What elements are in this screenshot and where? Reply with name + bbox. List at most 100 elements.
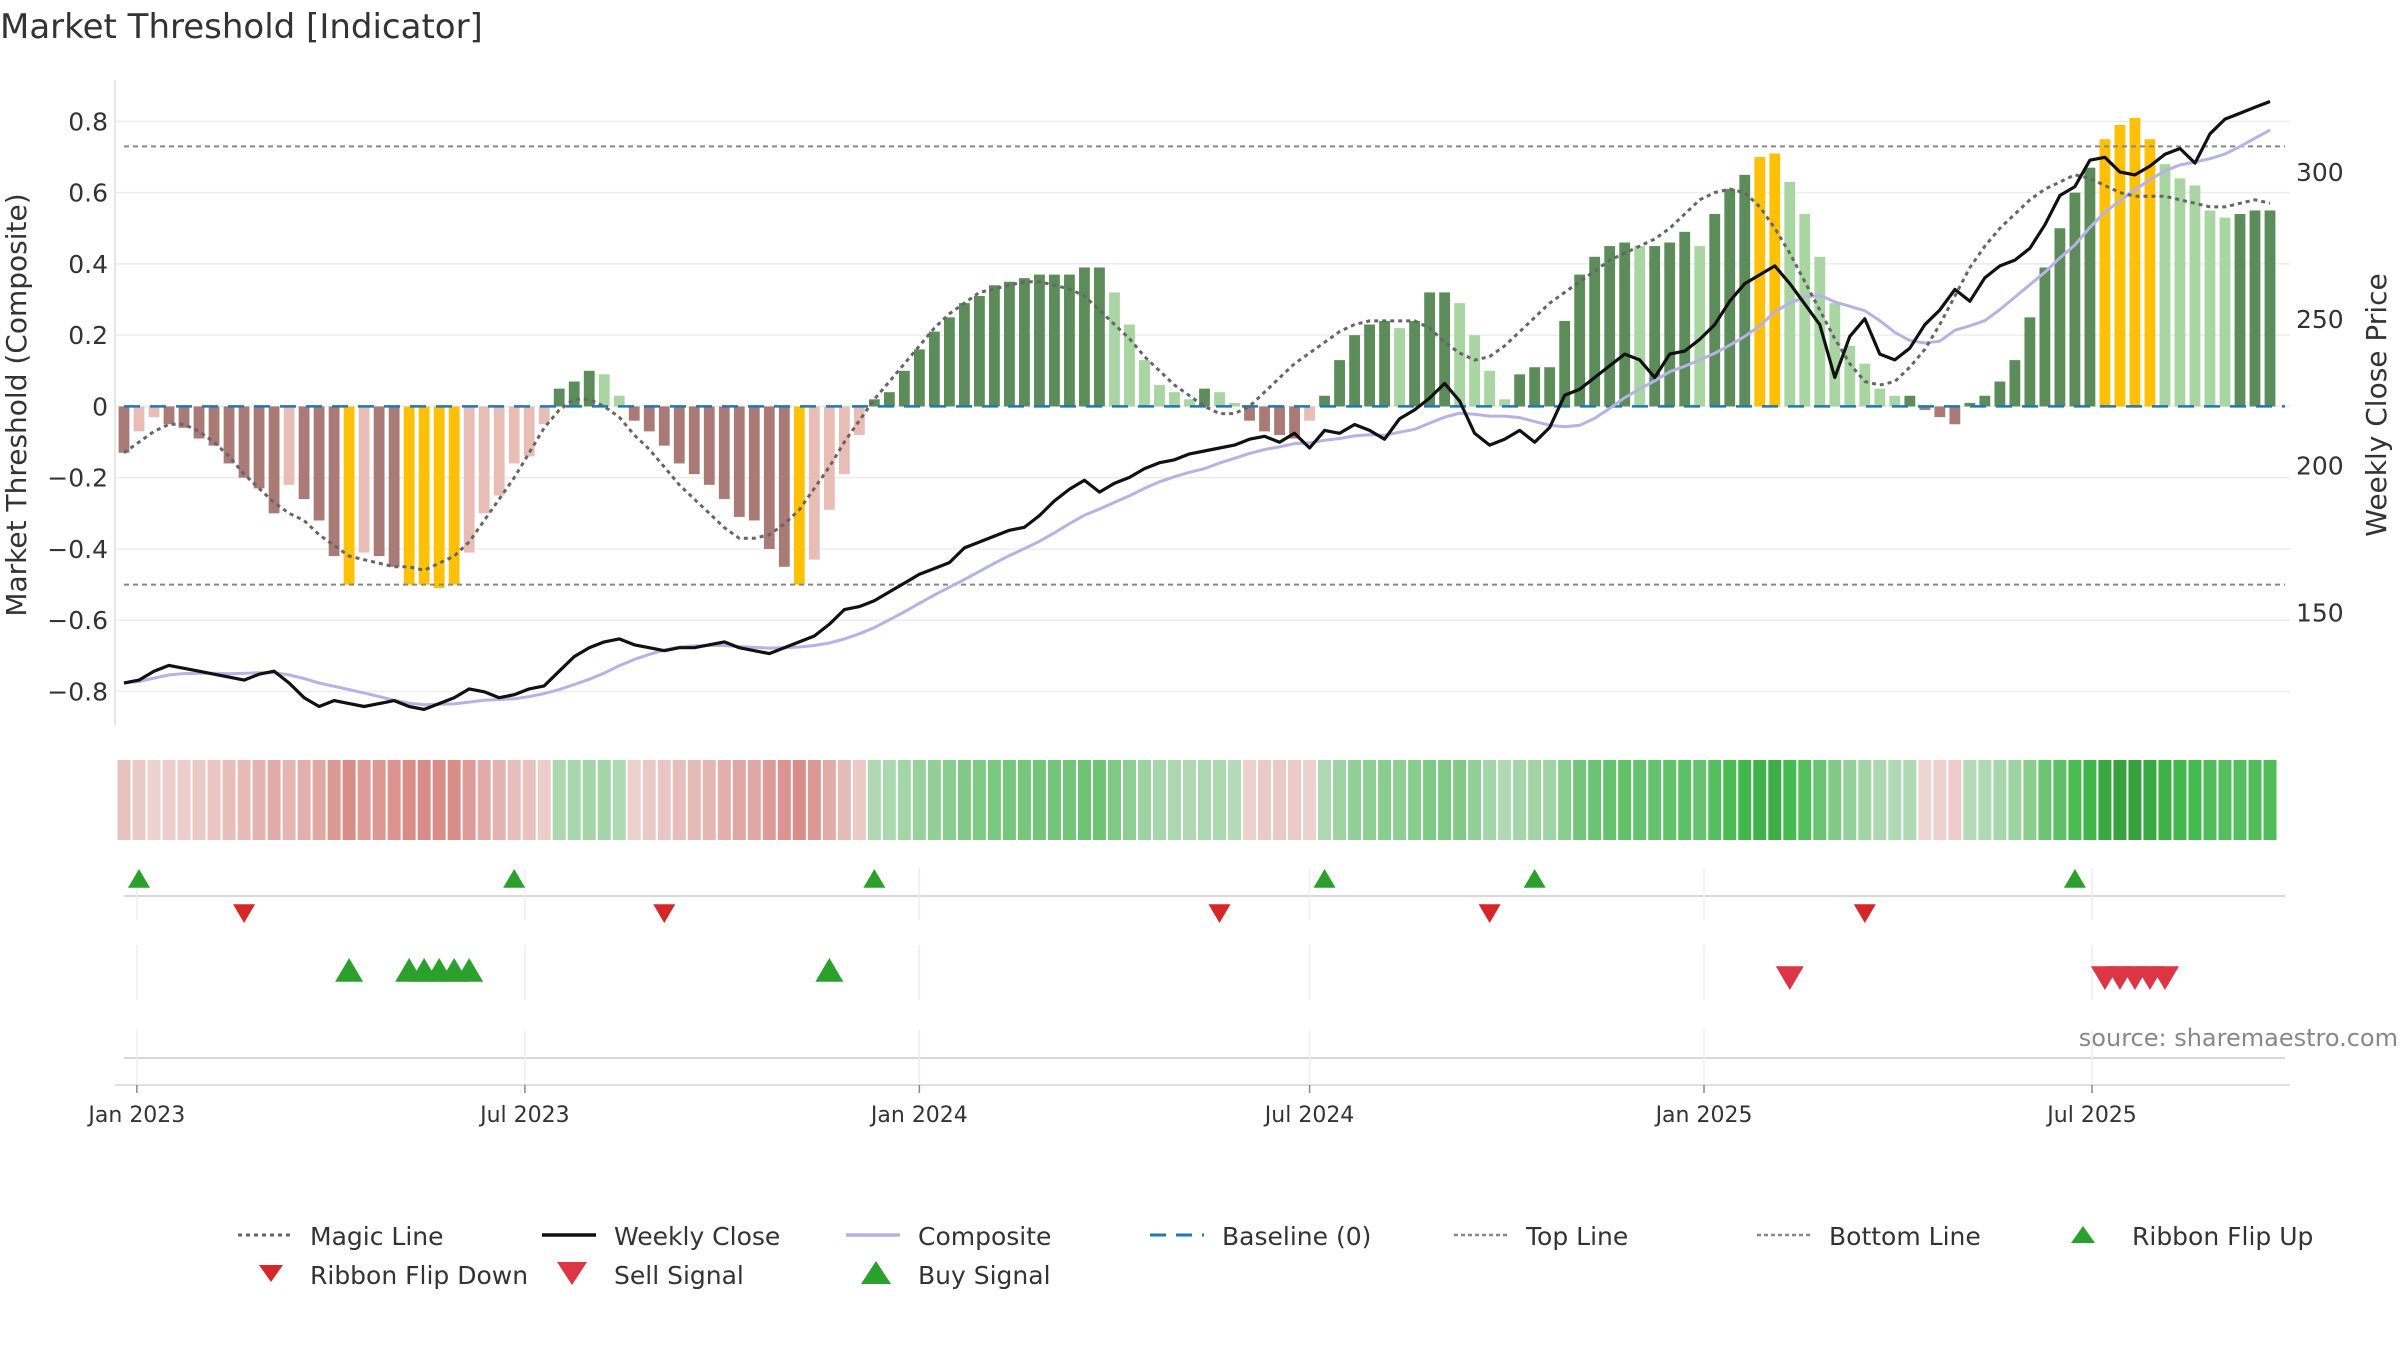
ribbon-cell	[1468, 760, 1482, 840]
legend: Magic Line Weekly Close Composite Baseli…	[238, 1222, 2313, 1290]
composite-bar	[2129, 117, 2141, 407]
composite-bar	[583, 370, 595, 407]
composite-bar	[808, 406, 820, 560]
ribbon-cell	[342, 760, 356, 840]
legend-item-ribbon-flip-up: Ribbon Flip Up	[2071, 1222, 2313, 1251]
ribbon-cell	[792, 760, 806, 840]
ribbon-cell	[1738, 760, 1752, 840]
legend-item-weekly-close: Weekly Close	[542, 1222, 780, 1251]
composite-bar	[328, 406, 340, 557]
legend-item-magic-line: Magic Line	[238, 1222, 444, 1251]
ribbon-cell	[1167, 760, 1181, 840]
ribbon-cell	[1228, 760, 1242, 840]
composite-bar	[928, 331, 940, 407]
ribbon-cell	[1813, 760, 1827, 840]
ribbon-cell	[822, 760, 836, 840]
ribbon-cell	[1273, 760, 1287, 840]
y-tick-label: 0	[92, 392, 108, 421]
y-tick-label: −0.8	[47, 677, 108, 706]
ribbon-flip-down-marker	[653, 904, 676, 923]
composite-bar	[1559, 320, 1571, 407]
composite-bar	[793, 406, 805, 585]
legend-item-top-line: Top Line	[1454, 1222, 1628, 1251]
ribbon-cell	[597, 760, 611, 840]
ribbon-cell	[1092, 760, 1106, 840]
composite-bar	[433, 406, 445, 589]
composite-bar	[2234, 214, 2246, 407]
composite-bar	[748, 406, 760, 521]
ribbon-cell	[162, 760, 176, 840]
composite-bars	[118, 117, 2276, 589]
composite-bar	[1409, 320, 1421, 407]
ribbon-cell	[2143, 760, 2157, 840]
composite-bar	[763, 406, 775, 549]
composite-bar	[868, 399, 880, 407]
chart-title: Market Threshold [Indicator]	[0, 7, 483, 47]
composite-bar	[1994, 381, 2006, 407]
composite-bar	[1754, 157, 1766, 407]
ribbon-cell	[1573, 760, 1587, 840]
composite-bar	[1214, 392, 1225, 407]
composite-bar	[1799, 214, 1811, 407]
composite-bar	[628, 406, 640, 421]
composite-bar	[1739, 174, 1751, 407]
ribbon-cell	[312, 760, 326, 840]
composite-bar	[688, 406, 700, 475]
composite-bar	[943, 317, 955, 407]
composite-bar	[1529, 367, 1541, 407]
composite-bar	[1259, 406, 1270, 432]
composite-bar	[1379, 320, 1390, 407]
ribbon-cell	[1122, 760, 1136, 840]
ribbon-cell	[2023, 760, 2037, 840]
ribbon-cell	[2053, 760, 2067, 840]
composite-bar	[958, 303, 970, 407]
ribbon-flip-up-marker	[1313, 869, 1336, 888]
legend-item-composite: Composite	[846, 1222, 1051, 1251]
composite-bar	[1289, 406, 1300, 439]
ribbon-cell	[1753, 760, 1767, 840]
ribbon-cell	[1873, 760, 1887, 840]
ribbon-cell	[1393, 760, 1407, 840]
composite-bar	[2114, 124, 2126, 407]
signal-markers	[124, 868, 2285, 1085]
ribbon-cell	[762, 760, 776, 840]
x-tick-label: Jan 2023	[86, 1103, 185, 1128]
composite-bar	[823, 406, 835, 510]
ribbon-cell	[207, 760, 221, 840]
composite-bar	[1439, 292, 1451, 407]
composite-bar	[643, 406, 655, 432]
composite-bar	[1139, 360, 1150, 407]
ribbon-cell	[1888, 760, 1902, 840]
ribbon-cell	[477, 760, 491, 840]
ribbon-cell	[837, 760, 851, 840]
ribbon-cell	[1333, 760, 1347, 840]
composite-bar	[1949, 406, 1961, 425]
ribbon-cell	[897, 760, 911, 840]
composite-bar	[1919, 406, 1931, 410]
ribbon-cell	[2263, 760, 2277, 840]
ribbon-cell	[1963, 760, 1977, 840]
ribbon-flip-up-marker	[128, 869, 151, 888]
ribbon-cell	[1948, 760, 1962, 840]
composite-bar	[538, 406, 550, 425]
composite-bar	[673, 406, 685, 464]
composite-bar	[2264, 210, 2276, 407]
ribbon-cell	[867, 760, 881, 840]
ribbon-cell	[1077, 760, 1091, 840]
composite-bar	[2159, 164, 2171, 407]
ribbon-cell	[777, 760, 791, 840]
ribbon-cell	[657, 760, 671, 840]
composite-bar	[733, 406, 745, 517]
ribbon-cell	[192, 760, 206, 840]
composite-bar	[163, 406, 175, 425]
composite-bar	[1364, 324, 1375, 407]
x-axis-ticks: Jan 2023 Jul 2023 Jan 2024 Jul 2024 Jan 2025…	[86, 1084, 2290, 1128]
composite-bar	[2069, 192, 2081, 407]
composite-bar	[1679, 231, 1691, 407]
y2-tick-label: 300	[2296, 158, 2344, 187]
ribbon-cell	[1378, 760, 1392, 840]
composite-bar	[1019, 278, 1030, 407]
ribbon-cell	[1198, 760, 1212, 840]
composite-bar	[2189, 185, 2201, 407]
composite-bar	[1694, 246, 1706, 407]
